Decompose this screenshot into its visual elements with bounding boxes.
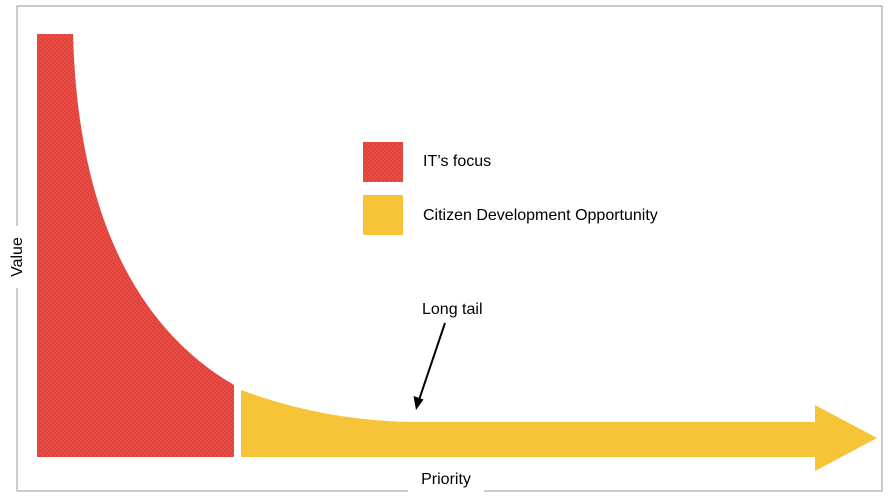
head-region-texture — [37, 34, 234, 457]
tail-region-texture — [241, 390, 877, 471]
y-axis-label-gap — [8, 226, 26, 288]
legend: IT’s focus Citizen Development Opportuni… — [363, 142, 658, 235]
x-axis-label: Priority — [421, 471, 471, 488]
annotation-long-tail: Long tail — [422, 301, 483, 318]
y-axis-label: Value — [9, 237, 26, 277]
annotation-arrow-line — [418, 322, 446, 401]
x-axis-label-gap — [408, 480, 484, 498]
legend-label-citizen-development: Citizen Development Opportunity — [423, 207, 658, 224]
annotation-arrow-head — [413, 396, 424, 410]
legend-label-it-focus: IT’s focus — [423, 153, 491, 170]
legend-swatch-it-focus-texture — [363, 142, 403, 182]
legend-swatch-citizen-development-texture — [363, 195, 403, 235]
